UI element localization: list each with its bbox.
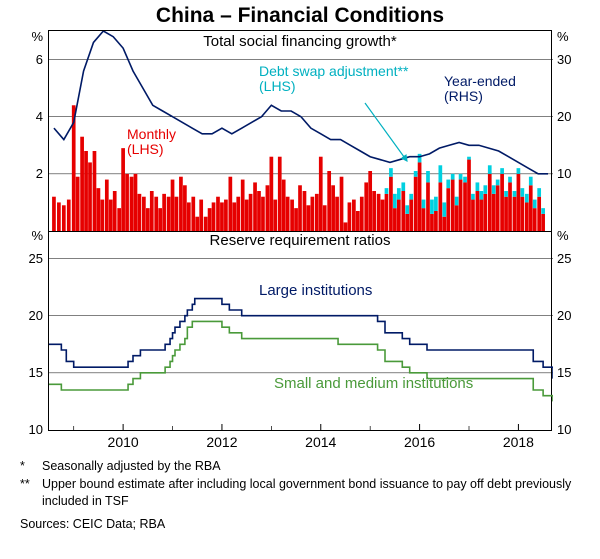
fn1-marker: * [20, 458, 42, 475]
panel1-svg: Monthly(LHS)Debt swap adjustment**(LHS)Y… [49, 31, 553, 231]
footnote-2: **Upper bound estimate after including l… [20, 476, 582, 510]
panel-rrr: Reserve requirement ratios % % Large ins… [48, 230, 552, 431]
svg-text:(LHS): (LHS) [259, 78, 296, 94]
p1-unit-right: % [557, 29, 587, 44]
p2-unit-right: % [557, 228, 587, 243]
footnote-1: *Seasonally adjusted by the RBA [20, 458, 221, 475]
fn2-text: Upper bound estimate after including loc… [42, 477, 571, 508]
panel-tsf: Total social financing growth* % % Month… [48, 30, 552, 232]
svg-text:Monthly: Monthly [127, 126, 176, 142]
chart-container: China – Financial Conditions Total socia… [0, 0, 600, 559]
fn2-marker: ** [20, 476, 42, 493]
svg-text:Large institutions: Large institutions [259, 282, 372, 299]
svg-text:Debt swap adjustment**: Debt swap adjustment** [259, 63, 409, 79]
sources: Sources: CEIC Data; RBA [20, 516, 165, 533]
panel2-svg: Large institutions Small and medium insti… [49, 230, 553, 430]
svg-text:Small and medium institutions: Small and medium institutions [274, 375, 473, 392]
p2-unit-left: % [13, 228, 43, 243]
fn1-text: Seasonally adjusted by the RBA [42, 459, 221, 473]
svg-text:Year-ended: Year-ended [444, 73, 516, 89]
chart-title: China – Financial Conditions [0, 4, 600, 28]
svg-text:(RHS): (RHS) [444, 88, 483, 104]
svg-text:(LHS): (LHS) [127, 141, 164, 157]
p1-unit-left: % [13, 29, 43, 44]
